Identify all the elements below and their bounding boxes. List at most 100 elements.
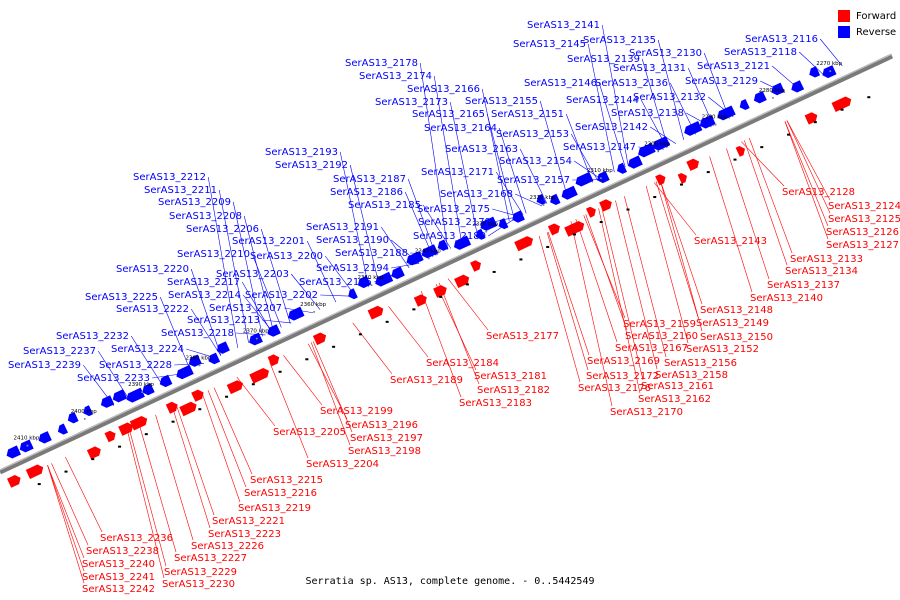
reverse-gene-arrow (142, 383, 155, 396)
tick-dot (657, 150, 660, 153)
tick-dot (255, 337, 258, 340)
scale-tick: 2390 kbp (128, 382, 155, 394)
forward-gene-arrow (514, 236, 533, 252)
reverse-gene-label: SerAS13_2192 (275, 160, 348, 171)
feature-dash (519, 258, 523, 261)
forward-gene-label: SerAS13_2199 (320, 406, 393, 417)
feature-dash (760, 146, 764, 149)
reverse-gene-label: SerAS13_2194 (316, 263, 389, 274)
reverse-gene-label: SerAS13_2214 (168, 290, 241, 301)
forward-gene-arrow (25, 464, 44, 479)
reverse-gene-label: SerAS13_2144 (566, 95, 639, 106)
leader-line (47, 465, 85, 584)
leader-line (404, 191, 434, 257)
forward-gene-label: SerAS13_2161 (641, 381, 714, 392)
tick-dot (313, 310, 316, 313)
leader-line (388, 306, 429, 358)
leader-line (786, 120, 831, 201)
reverse-gene-label: SerAS13_2212 (133, 172, 206, 183)
reverse-gene-arrow (267, 324, 281, 337)
reverse-gene-label: SerAS13_2209 (158, 197, 231, 208)
leader-line (515, 193, 543, 207)
forward-gene-label: SerAS13_2167 (615, 343, 688, 354)
reverse-gene-arrow (638, 142, 656, 158)
reverse-gene-arrow (771, 82, 785, 96)
leader-line (128, 427, 167, 567)
reverse-gene-label: SerAS13_2237 (23, 346, 96, 357)
leader-line (320, 294, 349, 297)
forward-gene-arrow (312, 332, 327, 346)
reverse-gene-label: SerAS13_2155 (465, 96, 538, 107)
tick-label: 2340 kbp (415, 248, 441, 254)
leader-line (65, 456, 103, 533)
reverse-gene-label: SerAS13_2188 (335, 248, 408, 259)
leader-line (653, 182, 697, 236)
forward-gene-arrow (470, 260, 481, 272)
tick-label: 2310 kbp (587, 168, 613, 174)
tick-dot (427, 257, 430, 260)
reverse-gene-label: SerAS13_2195 (299, 277, 372, 288)
leader-line (598, 208, 641, 394)
reverse-gene-arrow (437, 239, 449, 251)
reverse-gene-arrow (475, 228, 486, 240)
reverse-gene-arrow (498, 218, 509, 230)
reverse-gene-label: SerAS13_2163 (445, 144, 518, 155)
scale-tick: 2410 kbp (13, 436, 40, 447)
forward-gene-label: SerAS13_2221 (212, 516, 285, 527)
forward-gene-arrow (191, 389, 204, 402)
tick-label: 2360 kbp (300, 302, 326, 308)
forward-gene-arrow (677, 173, 687, 184)
reverse-gene-label: SerAS13_2222 (116, 304, 189, 315)
forward-gene-label: SerAS13_2172 (586, 371, 659, 382)
leader-line (726, 148, 770, 280)
leader-line (138, 422, 177, 553)
reverse-gene-arrow (159, 374, 173, 388)
leader-line (601, 206, 644, 381)
leader-line (380, 226, 410, 269)
reverse-gene-label: SerAS13_2146 (524, 78, 597, 89)
leader-line (538, 235, 581, 383)
leader-line (47, 465, 85, 572)
tick-dot (771, 96, 774, 99)
feature-dash (251, 383, 255, 386)
reverse-gene-arrow (6, 445, 21, 459)
scale-tick: 2310 kbp (587, 168, 613, 180)
forward-gene-label: SerAS13_2140 (750, 293, 823, 304)
reverse-gene-label: SerAS13_2206 (186, 224, 259, 235)
forward-gene-label: SerAS13_2124 (828, 201, 900, 212)
forward-gene-label: SerAS13_2189 (390, 375, 463, 386)
leader-line (207, 176, 239, 348)
reverse-gene-arrow (216, 341, 230, 354)
leader-line (213, 387, 253, 475)
reverse-gene-label: SerAS13_2157 (497, 175, 570, 186)
leader-line (236, 332, 266, 336)
leader-line (290, 273, 321, 310)
reverse-gene-arrow (288, 306, 305, 321)
leader-line (744, 140, 788, 266)
forward-gene-label: SerAS13_2227 (174, 553, 247, 564)
leader-line (574, 160, 601, 179)
reverse-gene-arrow (480, 216, 498, 231)
feature-dash (64, 470, 68, 473)
leader-line (176, 405, 215, 516)
feature-dash (332, 345, 336, 348)
tick-dot (26, 444, 29, 447)
tick-label: 2410 kbp (13, 436, 39, 442)
reverse-gene-arrow (453, 235, 472, 250)
forward-gene-label: SerAS13_2204 (306, 459, 379, 470)
leader-line (51, 463, 89, 546)
scale-tick: 2320 kbp (530, 195, 556, 206)
leader-line (352, 322, 393, 375)
reverse-gene-label: SerAS13_2173 (375, 97, 448, 108)
leader-line (232, 201, 263, 337)
tick-label: 2390 kbp (128, 382, 154, 388)
reverse-gene-label: SerAS13_2186 (330, 187, 403, 198)
leader-line (615, 200, 658, 370)
forward-gene-label: SerAS13_2183 (459, 398, 532, 409)
reverse-gene-label: SerAS13_2151 (491, 109, 564, 120)
leader-line (201, 393, 241, 503)
feature-dash (653, 196, 657, 199)
leader-line (547, 231, 590, 356)
leader-line (498, 127, 527, 214)
